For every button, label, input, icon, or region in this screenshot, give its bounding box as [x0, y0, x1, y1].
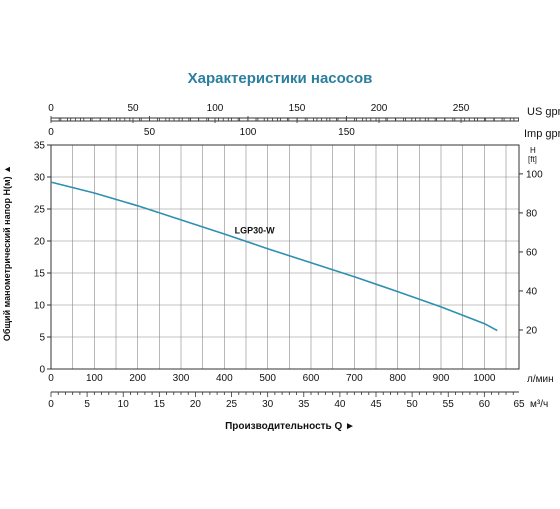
m3h-tick-label: 35 — [298, 399, 310, 410]
m3h-tick-label: 60 — [479, 399, 491, 410]
x-tick-label: 600 — [303, 373, 320, 384]
m3h-tick-label: 0 — [48, 399, 54, 410]
imp-gpm-tick-label: 0 — [48, 127, 54, 138]
y-right-tick-label: 80 — [526, 208, 538, 219]
x-tick-label: 900 — [433, 373, 450, 384]
x-tick-label: 200 — [129, 373, 146, 384]
us-gpm-tick-label: 50 — [127, 103, 139, 114]
m3h-tick-label: 25 — [226, 399, 238, 410]
imp-gpm-tick-label: 150 — [338, 127, 355, 138]
plot-frame — [50, 144, 520, 370]
m3h-unit-label: м³/ч — [530, 399, 548, 410]
y-tick-label: 35 — [34, 141, 46, 152]
series: LGP30-W — [50, 181, 498, 332]
y-tick-label: 5 — [39, 333, 45, 344]
m3h-tick-label: 65 — [513, 399, 525, 410]
m3h-tick-label: 50 — [407, 399, 419, 410]
us-gpm-tick-label: 250 — [453, 103, 470, 114]
m3h-tick-label: 45 — [370, 399, 382, 410]
x-tick-label: 0 — [48, 373, 54, 384]
x-tick-label: 500 — [259, 373, 276, 384]
x-tick-label: 100 — [86, 373, 103, 384]
y-axis-label: Общий манометрический напор H(м) ▲ — [2, 165, 12, 341]
y-right-tick-label: 20 — [526, 325, 538, 336]
m3h-tick-label: 15 — [154, 399, 166, 410]
y-tick-label: 30 — [34, 173, 46, 184]
us-gpm-tick-label: 100 — [207, 103, 224, 114]
y-right-tick-label: 100 — [526, 169, 543, 180]
us-gpm-unit-label: US gpm — [527, 106, 560, 118]
right-axis-h-label: H — [530, 146, 536, 155]
x-axis-label: Производительность Q ► — [225, 421, 355, 432]
x-tick-label: 300 — [173, 373, 190, 384]
m3h-tick-label: 20 — [190, 399, 202, 410]
imp-gpm-unit-label: Imp gpm — [524, 128, 560, 140]
us-gpm-tick-label: 150 — [289, 103, 306, 114]
series-line — [50, 181, 498, 332]
y-tick-label: 0 — [39, 365, 45, 376]
x-tick-label: 700 — [346, 373, 363, 384]
axes — [47, 116, 523, 397]
imp-gpm-tick-label: 50 — [144, 127, 156, 138]
us-gpm-tick-label: 0 — [48, 103, 54, 114]
right-axis-ft-label: [ft] — [528, 155, 537, 164]
us-gpm-tick-label: 200 — [371, 103, 388, 114]
y-right-tick-label: 40 — [526, 286, 538, 297]
m3h-tick-label: 55 — [443, 399, 455, 410]
x-tick-label: 1000 — [473, 373, 496, 384]
m3h-tick-label: 5 — [84, 399, 90, 410]
series-label: LGP30-W — [235, 225, 276, 235]
chart-title: Характеристики насосов — [188, 70, 373, 87]
m3h-tick-label: 40 — [334, 399, 346, 410]
y-tick-label: 20 — [34, 237, 46, 248]
m3h-tick-label: 10 — [118, 399, 130, 410]
y-tick-label: 10 — [34, 301, 46, 312]
x-tick-label: 400 — [216, 373, 233, 384]
y-tick-label: 15 — [34, 269, 46, 280]
lpm-unit-label: л/мин — [527, 374, 554, 385]
x-tick-label: 800 — [389, 373, 406, 384]
y-right-tick-label: 60 — [526, 247, 538, 258]
grid — [51, 145, 519, 369]
m3h-tick-label: 30 — [262, 399, 274, 410]
y-tick-label: 25 — [34, 205, 46, 216]
imp-gpm-tick-label: 100 — [240, 127, 257, 138]
